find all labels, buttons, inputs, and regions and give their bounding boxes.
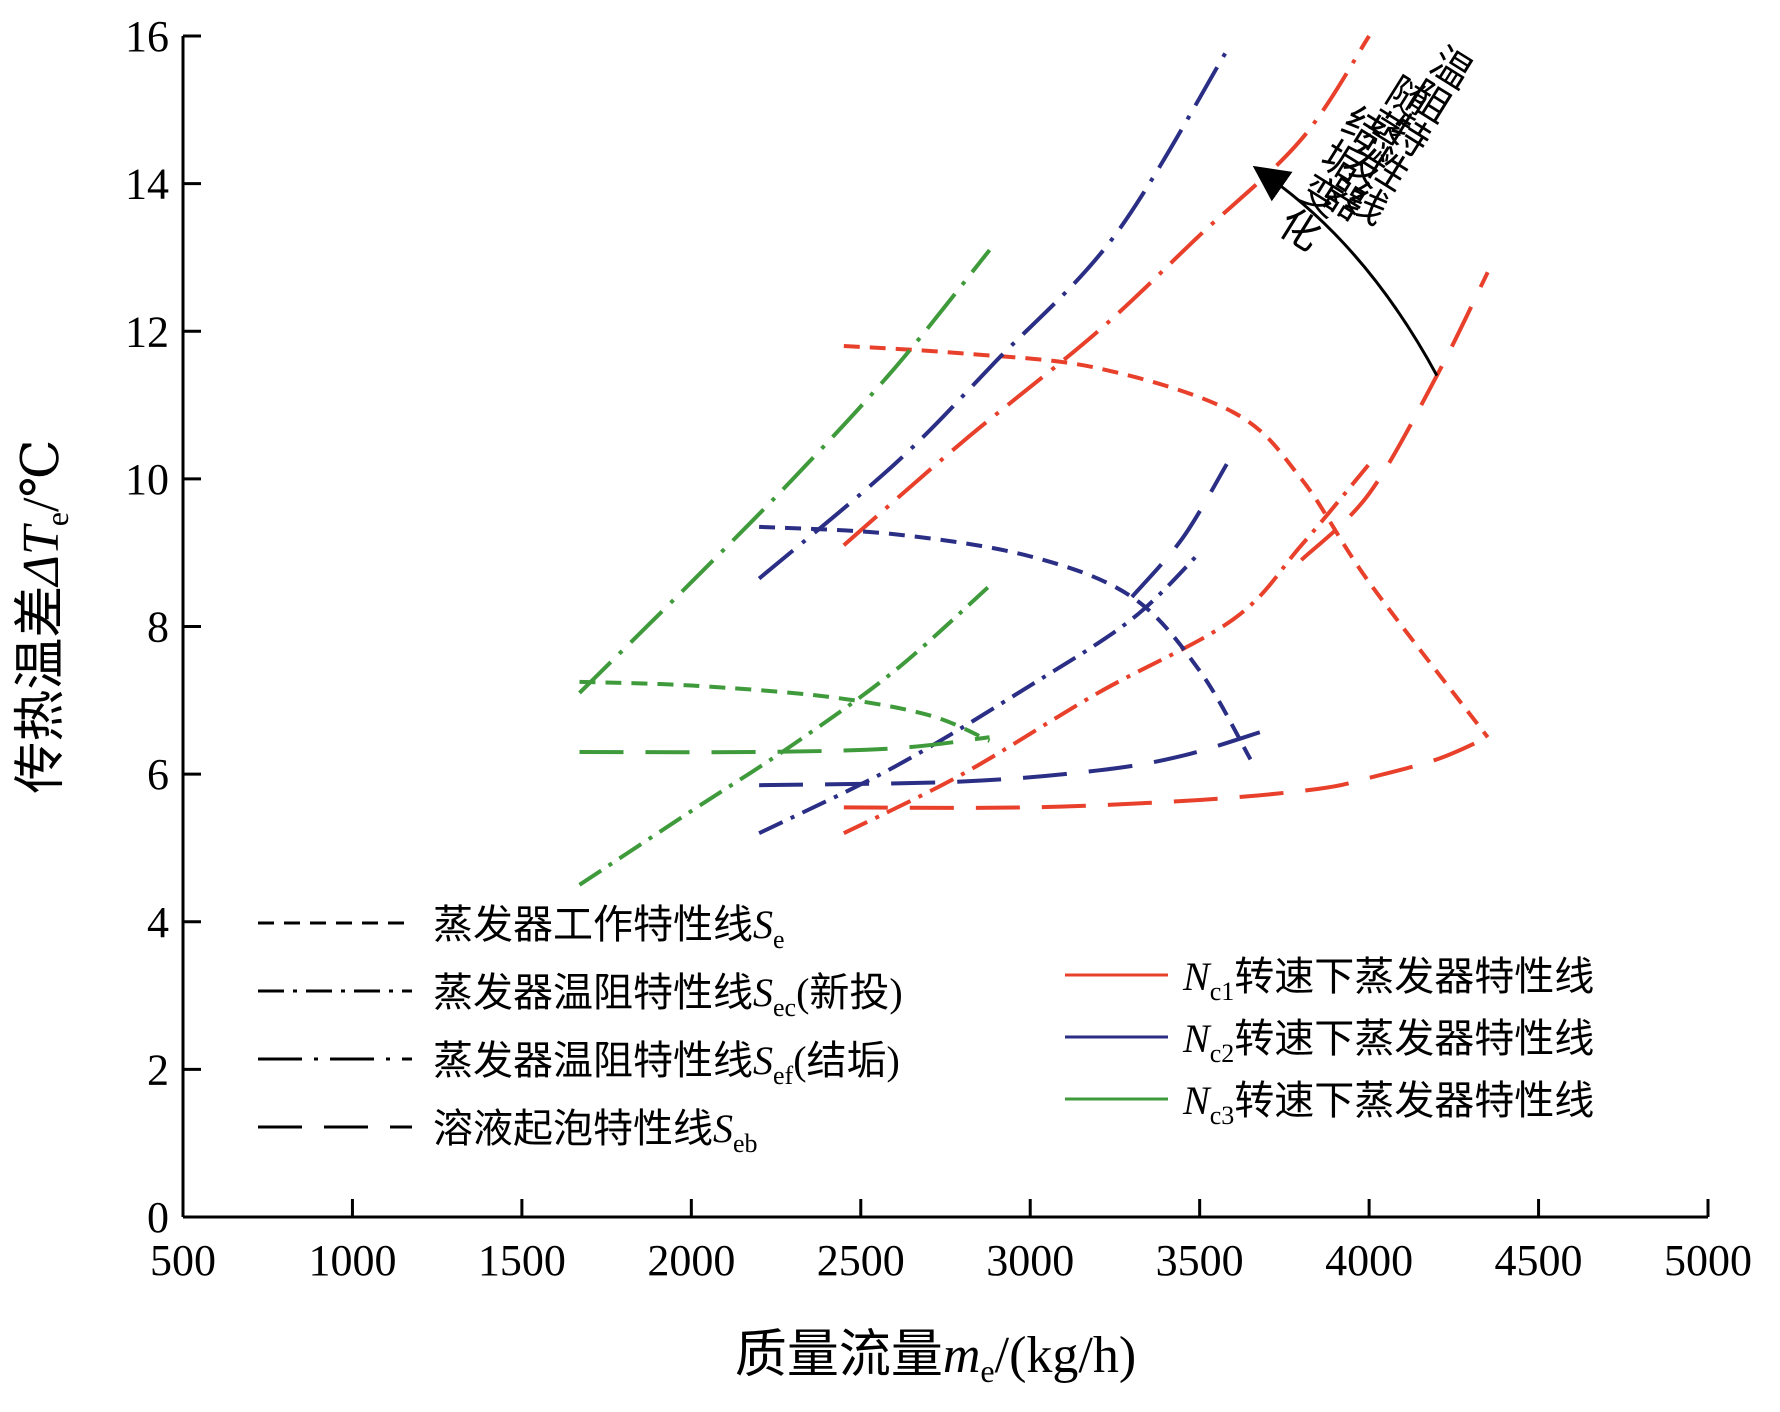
series-nc3-sec xyxy=(578,584,991,887)
series-nc2-seb-rise xyxy=(1130,463,1229,599)
y-tick-label: 10 xyxy=(125,455,169,504)
x-tick-label: 5000 xyxy=(1664,1236,1752,1285)
x-tick-label: 500 xyxy=(150,1236,216,1285)
x-tick-label: 2000 xyxy=(647,1236,735,1285)
y-tick-label: 16 xyxy=(125,12,169,61)
legend-right-label: Nc3转速下蒸发器特性线 xyxy=(1182,1078,1594,1130)
x-tick-label: 1000 xyxy=(308,1236,396,1285)
x-tick-label: 2500 xyxy=(817,1236,905,1285)
series-nc2-seb xyxy=(759,727,1269,788)
legend-left-label: 蒸发器温阻特性线Sec(新投) xyxy=(433,970,903,1022)
series-nc1-sef xyxy=(842,34,1371,547)
x-tick-label: 4000 xyxy=(1325,1236,1413,1285)
legend-left-label: 蒸发器工作特性线Se xyxy=(433,902,785,954)
x-tick-label: 3000 xyxy=(986,1236,1074,1285)
x-tick-label: 3500 xyxy=(1156,1236,1244,1285)
series-layer xyxy=(578,34,1490,887)
y-tick-label: 0 xyxy=(147,1193,169,1242)
y-tick-label: 6 xyxy=(147,750,169,799)
x-tick-label: 1500 xyxy=(478,1236,566,1285)
series-nc3-se xyxy=(579,679,991,743)
series-nc3-sef xyxy=(578,248,992,695)
y-tick-label: 12 xyxy=(125,307,169,356)
series-nc1-seb xyxy=(843,735,1489,810)
series-nc2-se xyxy=(759,524,1253,761)
legend: 蒸发器工作特性线Se 蒸发器温阻特性线Sec(新投) 蒸发器温阻特性线Sef(结垢)… xyxy=(258,902,1594,1158)
y-tick-label: 4 xyxy=(147,898,169,947)
x-tick-label: 4500 xyxy=(1495,1236,1583,1285)
series-nc1-seb-rise xyxy=(1299,271,1490,562)
annotation-arrow xyxy=(1252,165,1439,377)
y-tick-label: 2 xyxy=(147,1045,169,1094)
y-axis-title: 传热温差ΔTe/℃ xyxy=(13,439,75,793)
legend-left-label: 溶液起泡特性线Seb xyxy=(433,1106,758,1158)
y-tick-label: 14 xyxy=(125,160,169,209)
legend-left-label: 蒸发器温阻特性线Sef(结垢) xyxy=(433,1038,900,1090)
series-nc2-sef xyxy=(757,49,1229,581)
x-axis-title: 质量流量me/(kg/h) xyxy=(735,1327,1136,1389)
axes: 500 1000 1500 2000 2500 3000 3500 4000 4500 5000 0… xyxy=(13,12,1752,1389)
legend-right-label: Nc2转速下蒸发器特性线 xyxy=(1182,1016,1594,1068)
series-nc1-se xyxy=(843,344,1490,739)
series-nc2-sec xyxy=(758,551,1202,835)
series-nc3-seb xyxy=(579,735,990,755)
y-tick-label: 8 xyxy=(147,603,169,652)
legend-right-label: Nc1转速下蒸发器特性线 xyxy=(1182,954,1594,1006)
series-nc1-sec xyxy=(842,462,1371,835)
